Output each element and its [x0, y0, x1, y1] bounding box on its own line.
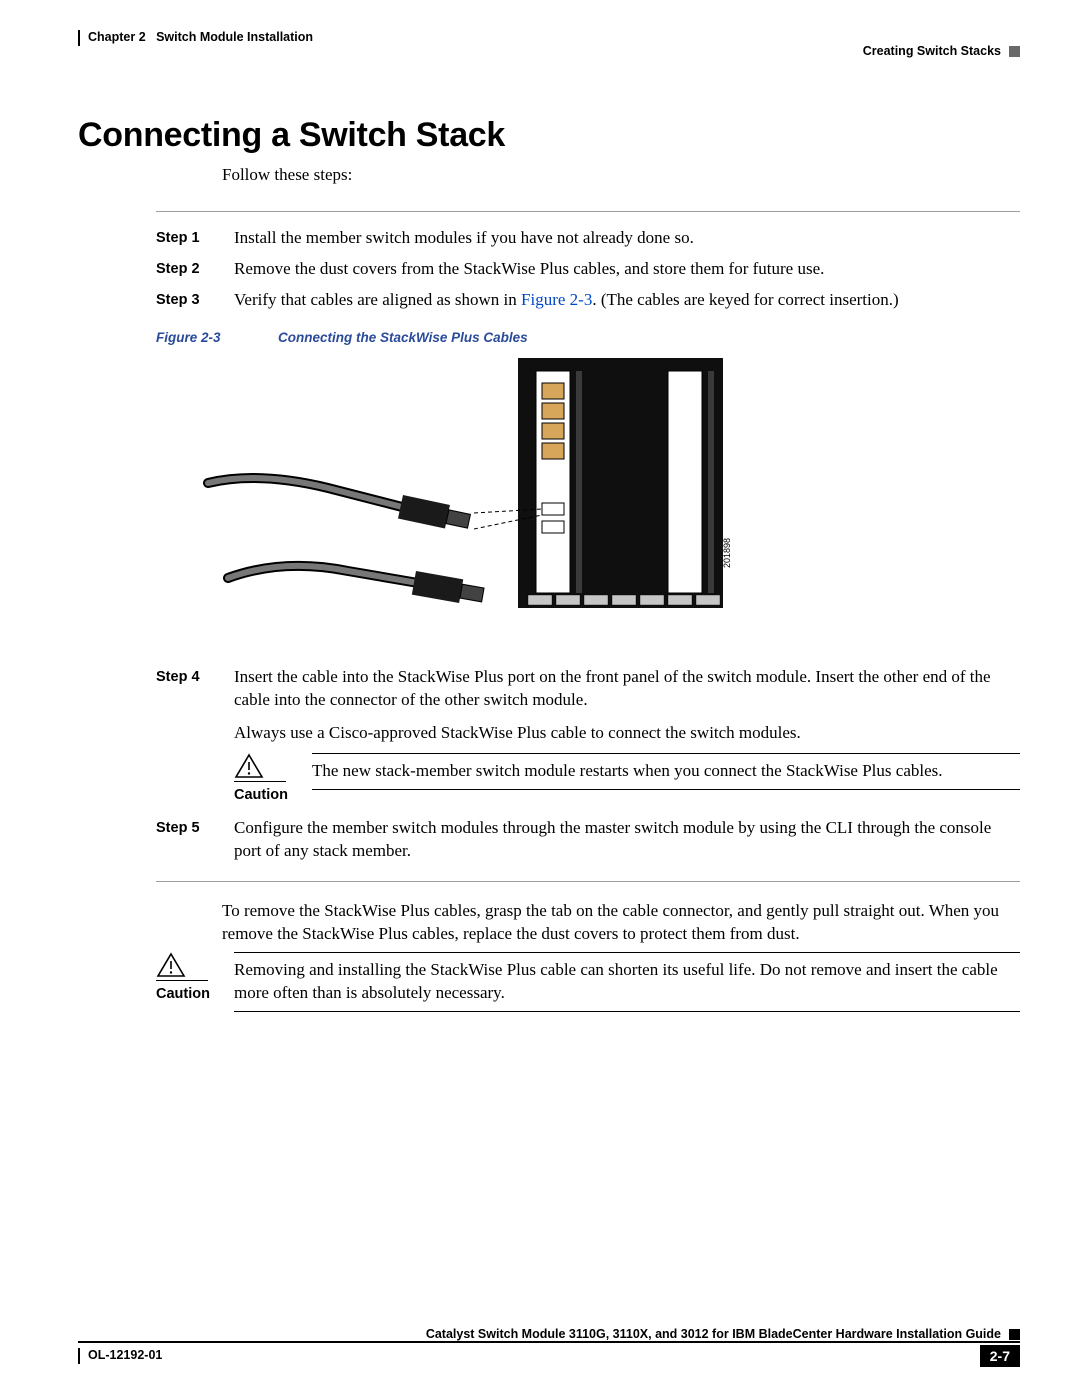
figure-label: Figure 2-3 [156, 330, 278, 345]
footer-rule [78, 1341, 1020, 1343]
breadcrumb-marker-icon [1009, 46, 1020, 57]
steps-group-1: Step 1 Install the member switch modules… [156, 211, 1020, 312]
step-row: Step 4 Insert the cable into the StackWi… [156, 666, 1020, 745]
step-row: Step 3 Verify that cables are aligned as… [156, 289, 1020, 312]
step-row: Step 1 Install the member switch modules… [156, 227, 1020, 250]
section-title: Connecting a Switch Stack [78, 116, 1020, 155]
steps-group-2: Step 4 Insert the cable into the StackWi… [156, 651, 1020, 882]
step-label: Step 2 [156, 258, 234, 281]
step-label: Step 5 [156, 817, 234, 863]
step-body: Insert the cable into the StackWise Plus… [234, 666, 1020, 745]
caution-block: Caution The new stack-member switch modu… [234, 753, 1020, 806]
caution-label: Caution [234, 786, 312, 806]
caution-label: Caution [156, 985, 234, 1005]
footer-bottom-row: OL-12192-01 2-7 [78, 1345, 1020, 1367]
page-number-badge: 2-7 [980, 1345, 1020, 1367]
step-row: Step 2 Remove the dust covers from the S… [156, 258, 1020, 281]
figure-caption: Figure 2-3Connecting the StackWise Plus … [156, 330, 1020, 345]
step-body: Remove the dust covers from the StackWis… [234, 258, 1020, 281]
caution-text: Removing and installing the StackWise Pl… [234, 952, 1020, 1012]
footer-marker-icon [1009, 1329, 1020, 1340]
caution-left: Caution [156, 952, 234, 1005]
step-label: Step 1 [156, 227, 234, 250]
caution-block: Caution Removing and installing the Stac… [156, 952, 1020, 1012]
step-label: Step 4 [156, 666, 234, 745]
post-steps-text: To remove the StackWise Plus cables, gra… [222, 900, 1020, 946]
step-body: Verify that cables are aligned as shown … [234, 289, 1020, 312]
page: Chapter 2 Switch Module Installation Cre… [0, 0, 1080, 1397]
figure-illustration: 201898 [198, 353, 758, 633]
step4-text: Insert the cable into the StackWise Plus… [234, 666, 1020, 712]
section-breadcrumb: Creating Switch Stacks [863, 44, 1001, 58]
step-body: Install the member switch modules if you… [234, 227, 1020, 250]
chapter-title: Switch Module Installation [156, 30, 313, 44]
chapter-breadcrumb: Chapter 2 Switch Module Installation [78, 30, 313, 46]
figure-link[interactable]: Figure 2-3 [521, 290, 592, 309]
step-row: Step 5 Configure the member switch modul… [156, 817, 1020, 863]
step-body: Configure the member switch modules thro… [234, 817, 1020, 863]
caution-triangle-icon [156, 952, 186, 978]
caution-triangle-icon [234, 753, 264, 779]
page-header: Chapter 2 Switch Module Installation Cre… [78, 30, 1020, 58]
footer-guide-title: Catalyst Switch Module 3110G, 3110X, and… [426, 1327, 1001, 1341]
step3-text-a: Verify that cables are aligned as shown … [234, 290, 521, 309]
page-footer: Catalyst Switch Module 3110G, 3110X, and… [78, 1323, 1020, 1367]
step-label: Step 3 [156, 289, 234, 312]
chapter-label: Chapter 2 [88, 30, 146, 44]
stackwise-cable-diagram-icon: 201898 [198, 353, 758, 633]
footer-guide-row: Catalyst Switch Module 3110G, 3110X, and… [78, 1327, 1020, 1341]
figure-title: Connecting the StackWise Plus Cables [278, 330, 528, 345]
step3-text-b: . (The cables are keyed for correct inse… [592, 290, 898, 309]
figure-callout: 201898 [722, 538, 732, 568]
caution-left: Caution [234, 753, 312, 806]
header-left: Chapter 2 Switch Module Installation [78, 30, 313, 46]
header-right: Creating Switch Stacks [863, 30, 1020, 58]
caution-text: The new stack-member switch module resta… [312, 753, 1020, 790]
intro-text: Follow these steps: [222, 165, 1020, 185]
step4-note: Always use a Cisco-approved StackWise Pl… [234, 722, 1020, 745]
footer-doc-id: OL-12192-01 [78, 1348, 162, 1364]
